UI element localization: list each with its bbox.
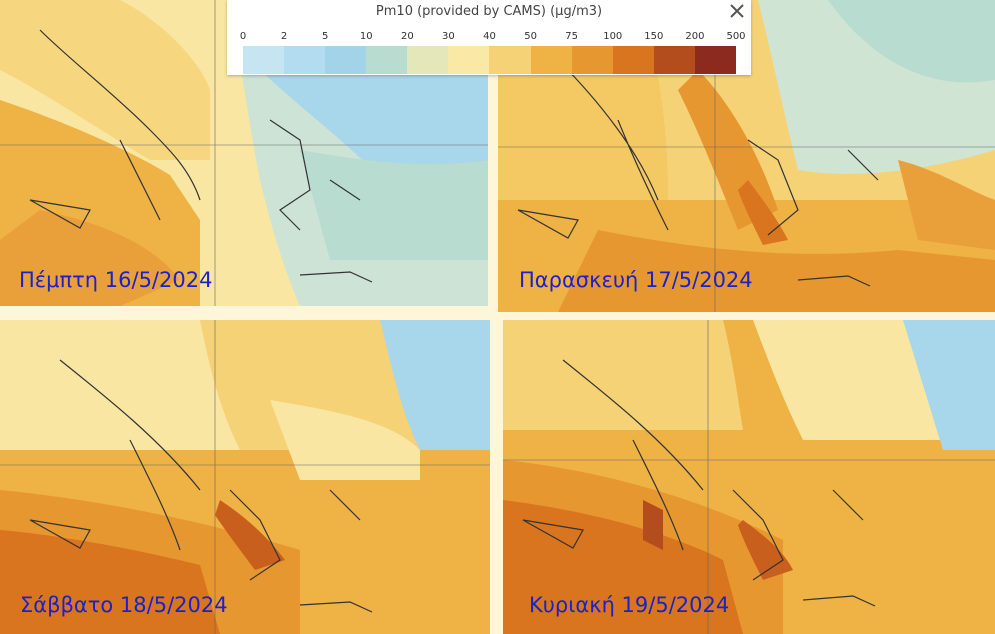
pm10-legend: Pm10 (provided by CAMS) (µg/m3) 0 2 5 10 20 3… <box>227 0 751 75</box>
legend-tick: 0 <box>239 31 247 42</box>
map-panel-sunday: Κυριακή 19/5/2024 <box>503 320 995 634</box>
legend-swatch <box>448 46 490 74</box>
day-label-saturday: Σάββατο 18/5/2024 <box>20 593 228 617</box>
legend-swatch <box>489 46 531 74</box>
day-label-sunday: Κυριακή 19/5/2024 <box>529 593 730 617</box>
legend-tick: 30 <box>442 31 455 42</box>
legend-tick: 500 <box>726 31 746 42</box>
map-panel-saturday: Σάββατο 18/5/2024 <box>0 320 490 634</box>
legend-tick: 10 <box>359 31 373 42</box>
legend-tick: 40 <box>483 31 496 42</box>
day-label-friday: Παρασκευή 17/5/2024 <box>519 268 753 292</box>
legend-tick: 5 <box>321 31 329 42</box>
close-icon[interactable] <box>727 1 747 21</box>
legend-swatch <box>366 46 408 74</box>
pm10-map <box>503 320 995 634</box>
legend-swatch <box>325 46 367 74</box>
legend-swatch <box>530 46 572 74</box>
legend-swatch <box>694 46 736 74</box>
legend-swatch <box>571 46 613 74</box>
legend-tick: 100 <box>603 31 623 42</box>
legend-tick: 150 <box>644 31 664 42</box>
legend-tick: 75 <box>565 31 579 42</box>
legend-swatch <box>284 46 326 74</box>
legend-tick: 200 <box>685 31 705 42</box>
map-panel-friday: Παρασκευή 17/5/2024 <box>498 0 995 312</box>
pm10-map <box>0 320 490 634</box>
legend-tick: 2 <box>280 31 288 42</box>
legend-tick: 20 <box>400 31 414 42</box>
legend-title: Pm10 (provided by CAMS) (µg/m3) <box>375 4 603 19</box>
legend-swatch <box>243 46 285 74</box>
legend-tick: 50 <box>524 31 537 42</box>
legend-swatch <box>612 46 654 74</box>
pm10-map <box>498 0 995 312</box>
legend-swatch <box>407 46 449 74</box>
legend-swatch <box>653 46 695 74</box>
legend-swatches <box>243 46 736 74</box>
day-label-thursday: Πέμπτη 16/5/2024 <box>19 268 213 292</box>
